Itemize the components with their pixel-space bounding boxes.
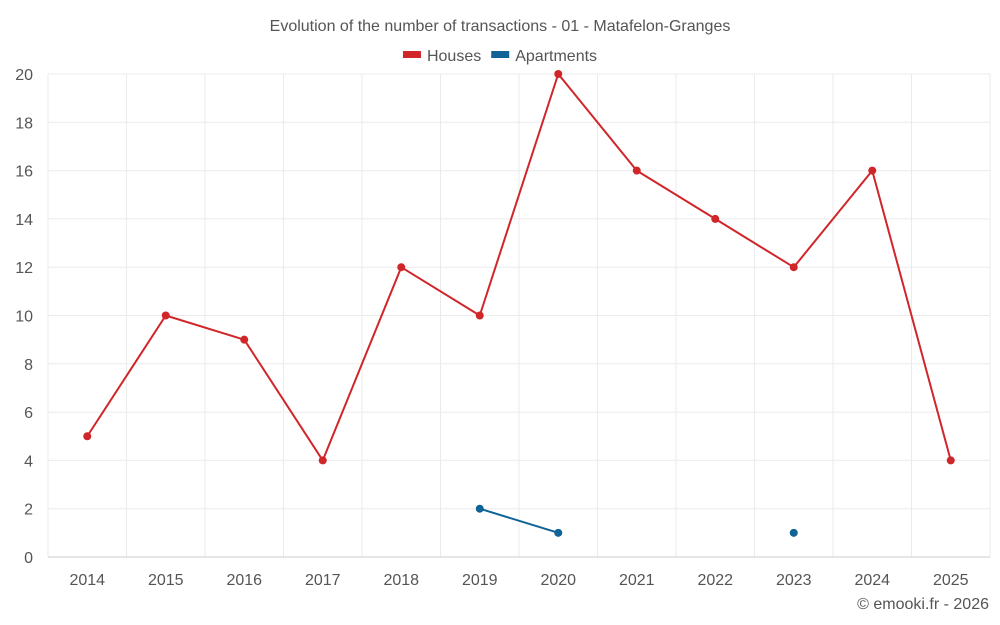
y-tick-label-2: 2 bbox=[24, 502, 33, 519]
data-point-apartments-2019[interactable] bbox=[475, 504, 484, 513]
series-line-apartments bbox=[478, 507, 560, 534]
legend-item-houses[interactable]: Houses bbox=[402, 48, 481, 65]
data-point-houses-2022[interactable] bbox=[711, 214, 720, 223]
data-point-houses-2014[interactable] bbox=[83, 432, 92, 441]
legend-item-apartments[interactable]: Apartments bbox=[491, 48, 597, 65]
x-tick-label-2022: 2022 bbox=[697, 572, 733, 589]
x-tick-label-2025: 2025 bbox=[933, 572, 969, 589]
y-tick-label-20: 20 bbox=[15, 67, 33, 84]
y-tick-label-12: 12 bbox=[15, 260, 33, 277]
x-tick-label-2019: 2019 bbox=[462, 572, 498, 589]
legend-swatch-houses bbox=[402, 51, 421, 58]
data-point-houses-2021[interactable] bbox=[632, 166, 641, 175]
series-line-houses bbox=[86, 73, 952, 462]
credit-text: © emooki.fr - 2026 bbox=[857, 596, 989, 613]
horizontal-gridlines bbox=[48, 73, 990, 510]
x-tick-label-2016: 2016 bbox=[226, 572, 262, 589]
data-point-houses-2015[interactable] bbox=[161, 311, 170, 320]
y-tick-label-0: 0 bbox=[24, 550, 33, 567]
x-tick-label-2021: 2021 bbox=[619, 572, 655, 589]
y-tick-label-8: 8 bbox=[24, 357, 33, 374]
y-tick-label-16: 16 bbox=[15, 164, 33, 181]
y-tick-label-18: 18 bbox=[15, 115, 33, 132]
series-apartments bbox=[475, 504, 798, 537]
data-point-houses-2023[interactable] bbox=[789, 263, 798, 272]
legend-swatch-apartments bbox=[491, 51, 510, 58]
data-point-houses-2019[interactable] bbox=[475, 311, 484, 320]
data-point-houses-2017[interactable] bbox=[318, 456, 327, 465]
x-tick-label-2024: 2024 bbox=[854, 572, 890, 589]
y-tick-label-10: 10 bbox=[15, 309, 33, 326]
x-tick-label-2014: 2014 bbox=[69, 572, 105, 589]
x-axis-tick-labels: 2014 2015 2016 2017 2018 2019 2020 2021 2022 2023… bbox=[69, 572, 968, 589]
y-tick-label-6: 6 bbox=[24, 405, 33, 422]
data-point-houses-2024[interactable] bbox=[868, 166, 877, 175]
y-axis-tick-labels: 0 2 4 6 8 10 12 14 16 18 20 bbox=[15, 67, 33, 567]
data-point-apartments-2023[interactable] bbox=[789, 528, 798, 537]
data-point-houses-2018[interactable] bbox=[397, 263, 406, 272]
legend[interactable]: Houses Apartments bbox=[402, 48, 597, 65]
chart-title: Evolution of the number of transactions … bbox=[270, 18, 731, 35]
x-tick-label-2020: 2020 bbox=[540, 572, 576, 589]
series-layer bbox=[83, 70, 955, 537]
data-point-houses-2020[interactable] bbox=[554, 70, 563, 78]
legend-label-apartments: Apartments bbox=[515, 48, 597, 65]
y-tick-label-4: 4 bbox=[24, 453, 33, 470]
y-tick-label-14: 14 bbox=[15, 212, 33, 229]
x-tick-label-2015: 2015 bbox=[148, 572, 184, 589]
series-houses bbox=[83, 70, 955, 465]
data-point-houses-2016[interactable] bbox=[240, 335, 249, 344]
data-point-apartments-2020[interactable] bbox=[554, 528, 563, 537]
legend-label-houses: Houses bbox=[427, 48, 481, 65]
data-point-houses-2025[interactable] bbox=[946, 456, 955, 465]
x-tick-label-2023: 2023 bbox=[776, 572, 812, 589]
x-tick-label-2017: 2017 bbox=[305, 572, 341, 589]
x-tick-label-2018: 2018 bbox=[383, 572, 419, 589]
